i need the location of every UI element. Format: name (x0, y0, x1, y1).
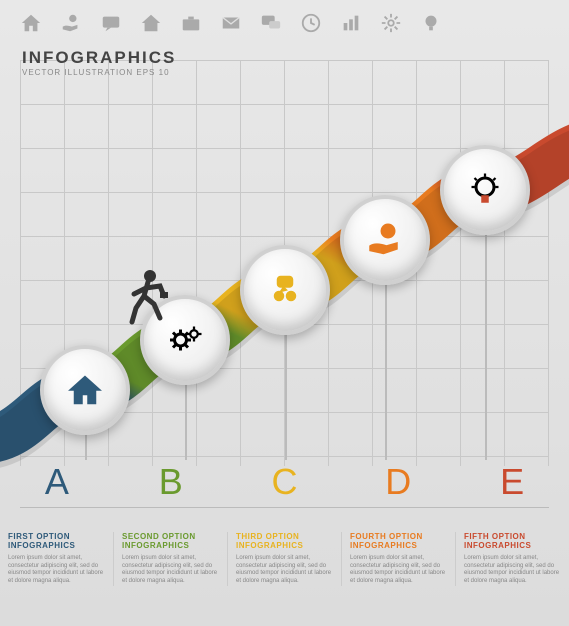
step-description-e: FIFTH OPTION INFOGRAPHICS Lorem ipsum dol… (456, 532, 569, 586)
step-letter: E (455, 461, 569, 503)
chat-people-icon (267, 272, 303, 308)
home-icon (20, 12, 42, 34)
svg-text:$: $ (385, 228, 390, 238)
step-letter: B (114, 461, 228, 503)
bulb-icon (467, 172, 503, 208)
clock-icon (300, 12, 322, 34)
step-description-b: SECOND OPTION INFOGRAPHICS Lorem ipsum do… (114, 532, 228, 586)
step-letter: D (341, 461, 455, 503)
step-letter: C (228, 461, 342, 503)
bulb-icon (420, 12, 442, 34)
step-description-c: THIRD OPTION INFOGRAPHICS Lorem ipsum dol… (228, 532, 342, 586)
step-title: FIFTH OPTION INFOGRAPHICS (464, 532, 561, 551)
money-hand-icon (60, 12, 82, 34)
header-subtitle: VECTOR ILLUSTRATION EPS 10 (22, 68, 176, 77)
step-title: FIRST OPTION INFOGRAPHICS (8, 532, 105, 551)
chart-icon (340, 12, 362, 34)
step-circle-d: $ (340, 195, 430, 285)
connector-line (485, 230, 487, 460)
step-description-d: FOURTH OPTION INFOGRAPHICS Lorem ipsum do… (342, 532, 456, 586)
gear-icon (380, 12, 402, 34)
step-title: SECOND OPTION INFOGRAPHICS (122, 532, 219, 551)
chat-icon (100, 12, 122, 34)
top-icon-bar (20, 12, 442, 34)
header: INFOGRAPHICS VECTOR ILLUSTRATION EPS 10 (22, 48, 176, 77)
step-circle-e (440, 145, 530, 235)
header-title: INFOGRAPHICS (22, 48, 176, 68)
step-text: Lorem ipsum dolor sit amet, consectetur … (122, 555, 219, 586)
step-text: Lorem ipsum dolor sit amet, consectetur … (236, 555, 333, 586)
step-description-a: FIRST OPTION INFOGRAPHICS Lorem ipsum dol… (0, 532, 114, 586)
money-hand-icon: $ (367, 222, 403, 258)
running-person-icon (120, 268, 170, 328)
briefcase-icon (180, 12, 202, 34)
step-title: FOURTH OPTION INFOGRAPHICS (350, 532, 447, 551)
step-text: Lorem ipsum dolor sit amet, consectetur … (350, 555, 447, 586)
home-icon (67, 372, 103, 408)
connector-line (285, 330, 287, 460)
envelope-icon (220, 12, 242, 34)
step-title: THIRD OPTION INFOGRAPHICS (236, 532, 333, 551)
chat-alt-icon (260, 12, 282, 34)
step-circle-a (40, 345, 130, 435)
description-columns: FIRST OPTION INFOGRAPHICS Lorem ipsum dol… (0, 532, 569, 586)
letter-labels: ABCDE (0, 461, 569, 503)
step-text: Lorem ipsum dolor sit amet, consectetur … (464, 555, 561, 586)
gears-icon (167, 322, 203, 358)
house-icon (140, 12, 162, 34)
divider-line (20, 507, 549, 508)
step-text: Lorem ipsum dolor sit amet, consectetur … (8, 555, 105, 586)
connector-line (385, 280, 387, 460)
connector-line (185, 380, 187, 460)
step-letter: A (0, 461, 114, 503)
step-circle-c (240, 245, 330, 335)
